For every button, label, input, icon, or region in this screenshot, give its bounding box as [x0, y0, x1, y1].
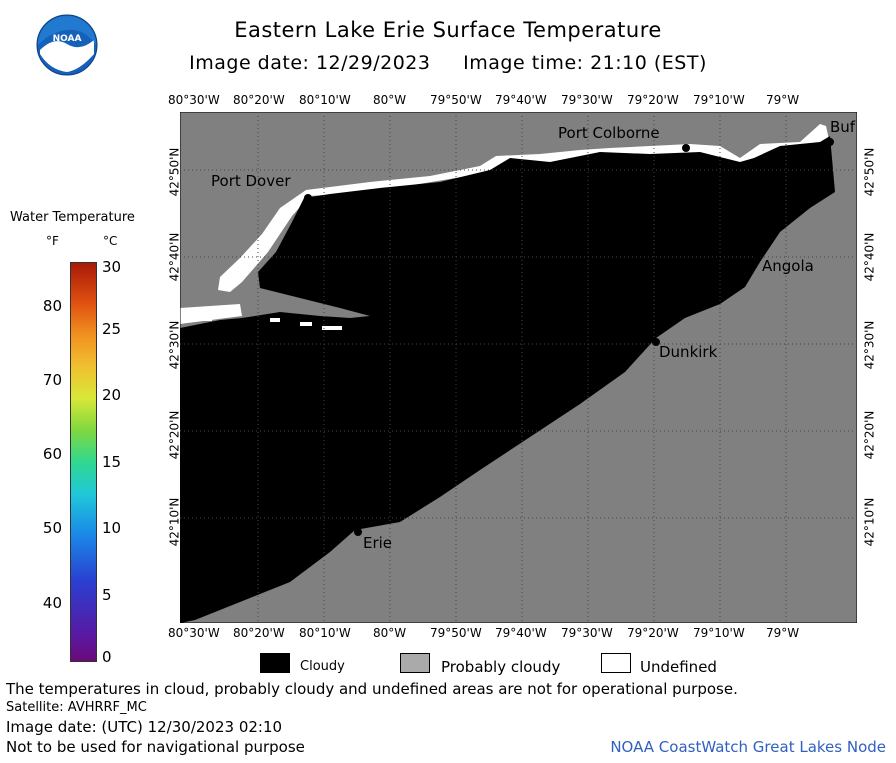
image-date-time: Image date: 12/29/2023 Image time: 21:10… — [189, 52, 707, 74]
key-swatch-cloudy — [260, 653, 290, 673]
lon-label: 80°20'W — [233, 626, 285, 640]
logo-text: NOAA — [52, 34, 82, 44]
lon-label: 79°10'W — [693, 626, 745, 640]
lon-label: 80°W — [373, 626, 407, 640]
f-tick: 70 — [42, 371, 62, 389]
lon-label: 79°40'W — [495, 93, 547, 107]
lon-label: 80°10'W — [299, 626, 351, 640]
lon-label: 79°10'W — [693, 93, 745, 107]
f-tick: 80 — [42, 297, 62, 315]
utc-date-text: Image date: (UTC) 12/30/2023 02:10 — [6, 718, 283, 736]
lon-label: 80°20'W — [233, 93, 285, 107]
lat-label: 42°30'N — [862, 320, 877, 370]
place-label-angola: Angola — [762, 257, 814, 275]
lon-label: 80°10'W — [299, 93, 351, 107]
lon-label: 79°50'W — [430, 626, 482, 640]
buffalo-marker — [826, 138, 834, 146]
port-colborne-marker — [682, 144, 690, 152]
c-tick: 10 — [102, 519, 122, 537]
noaa-logo: NOAA — [36, 14, 98, 76]
f-tick: 50 — [42, 519, 62, 537]
key-label-undefined: Undefined — [640, 658, 717, 676]
port-dover-marker — [304, 194, 312, 202]
credit-text: NOAA CoastWatch Great Lakes Node — [610, 738, 886, 756]
angola-marker — [754, 250, 762, 258]
c-tick: 15 — [102, 453, 122, 471]
place-label-port-dover: Port Dover — [211, 172, 291, 190]
lon-label: 79°30'W — [561, 93, 613, 107]
temperature-colorbar — [70, 262, 97, 662]
lake-erie-map — [180, 112, 857, 623]
lat-label: 42°10'N — [862, 497, 877, 547]
lon-label: 80°30'W — [168, 93, 220, 107]
lat-label: 42°40'N — [862, 232, 877, 282]
lon-label: 80°30'W — [168, 626, 220, 640]
c-tick: 30 — [102, 258, 122, 276]
unit-celsius: °C — [103, 234, 118, 248]
lon-label: 79°20'W — [627, 626, 679, 640]
place-label-buffalo: Buf — [830, 118, 856, 136]
c-tick: 25 — [102, 320, 122, 338]
nav-warning-text: Not to be used for navigational purpose — [6, 738, 305, 756]
lon-label: 79°20'W — [627, 93, 679, 107]
cloudy-area — [180, 136, 835, 623]
erie-marker — [354, 528, 362, 536]
dunkirk-marker — [652, 338, 660, 346]
f-tick: 60 — [42, 445, 62, 463]
unit-fahrenheit: °F — [46, 234, 59, 248]
key-swatch-undefined — [601, 653, 631, 673]
legend-title: Water Temperature — [10, 210, 135, 225]
lon-label: 79°W — [766, 626, 800, 640]
place-label-dunkirk: Dunkirk — [659, 343, 718, 361]
key-label-probably-cloudy: Probably cloudy — [441, 658, 561, 676]
f-tick: 40 — [42, 594, 62, 612]
c-tick: 20 — [102, 386, 122, 404]
c-tick: 5 — [102, 586, 112, 604]
lat-label: 42°50'N — [862, 147, 877, 197]
place-label-port-colborne: Port Colborne — [558, 124, 660, 142]
lon-label: 79°W — [766, 93, 800, 107]
satellite-text: Satellite: AVHRRF_MC — [6, 700, 147, 715]
lon-label: 80°W — [373, 93, 407, 107]
key-swatch-probably-cloudy — [400, 653, 430, 673]
c-tick: 0 — [102, 648, 112, 666]
page-title: Eastern Lake Erie Surface Temperature — [234, 18, 662, 42]
lon-label: 79°50'W — [430, 93, 482, 107]
key-label-cloudy: Cloudy — [300, 659, 345, 674]
lon-label: 79°30'W — [561, 626, 613, 640]
undefined-area-north — [218, 124, 830, 292]
lon-label: 79°40'W — [495, 626, 547, 640]
disclaimer-text: The temperatures in cloud, probably clou… — [6, 680, 738, 698]
lat-label: 42°20'N — [862, 410, 877, 460]
place-label-erie: Erie — [363, 534, 393, 552]
